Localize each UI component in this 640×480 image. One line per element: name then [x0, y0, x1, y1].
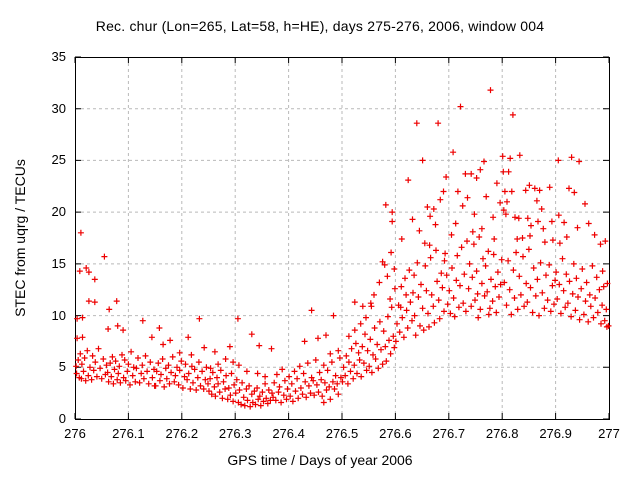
y-tick-label: 10 [51, 307, 66, 323]
x-tick-label: 276 [64, 426, 86, 441]
x-tick-label: 276.3 [218, 426, 252, 441]
x-axis-label: GPS time / Days of year 2006 [227, 452, 413, 468]
x-tick-label: 276.6 [379, 426, 412, 441]
y-tick-label: 35 [51, 49, 66, 64]
x-tick-label: 276.4 [272, 426, 305, 441]
y-tick-label: 25 [51, 152, 66, 168]
chart-title: Rec. chur (Lon=265, Lat=58, h=HE), days … [95, 18, 545, 34]
x-tick-label: 276.9 [539, 426, 572, 441]
x-tick-label: 277 [598, 426, 620, 441]
y-tick-label: 30 [51, 100, 66, 116]
x-tick-label: 276.8 [485, 426, 519, 441]
x-tick-label: 276.7 [432, 426, 466, 441]
y-axis-label: STEC from uqrg / TECUs [12, 159, 28, 317]
x-tick-label: 276.1 [112, 426, 145, 441]
y-tick-label: 5 [58, 359, 66, 375]
y-tick-label: 20 [51, 204, 66, 220]
x-tick-label: 276.5 [325, 426, 359, 441]
y-tick-label: 15 [51, 255, 66, 271]
y-tick-label: 0 [58, 411, 66, 426]
x-tick-label: 276.2 [165, 426, 199, 441]
